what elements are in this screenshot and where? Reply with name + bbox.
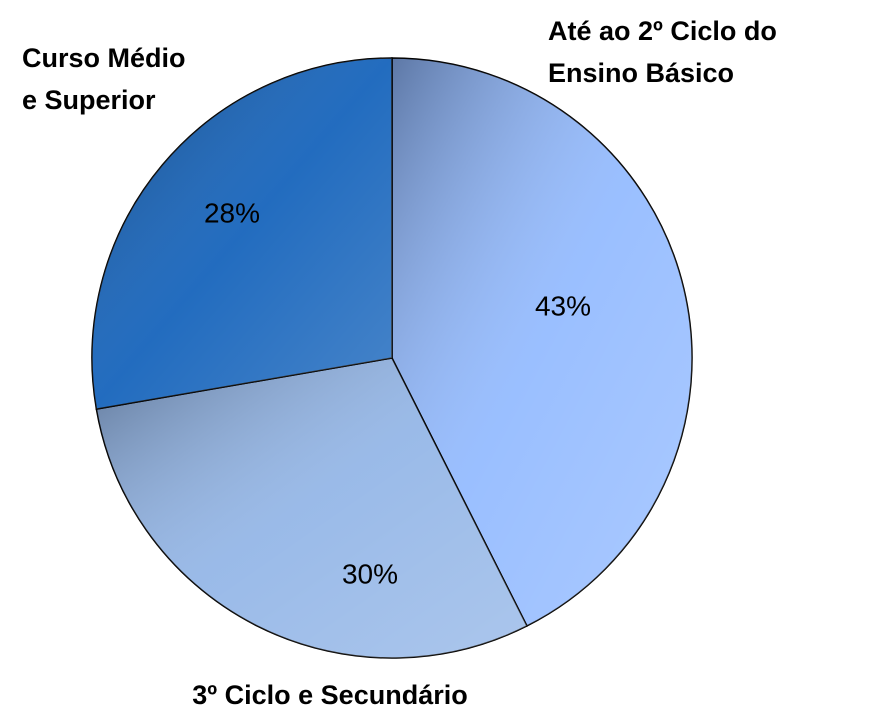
category-label: Curso Médio e Superior — [22, 43, 186, 115]
value-label: 30% — [342, 558, 398, 589]
category-label: Até ao 2º Ciclo do Ensino Básico — [548, 16, 777, 88]
category-label: 3º Ciclo e Secundário — [192, 680, 467, 710]
value-label: 43% — [535, 290, 591, 321]
value-label: 28% — [204, 197, 260, 228]
